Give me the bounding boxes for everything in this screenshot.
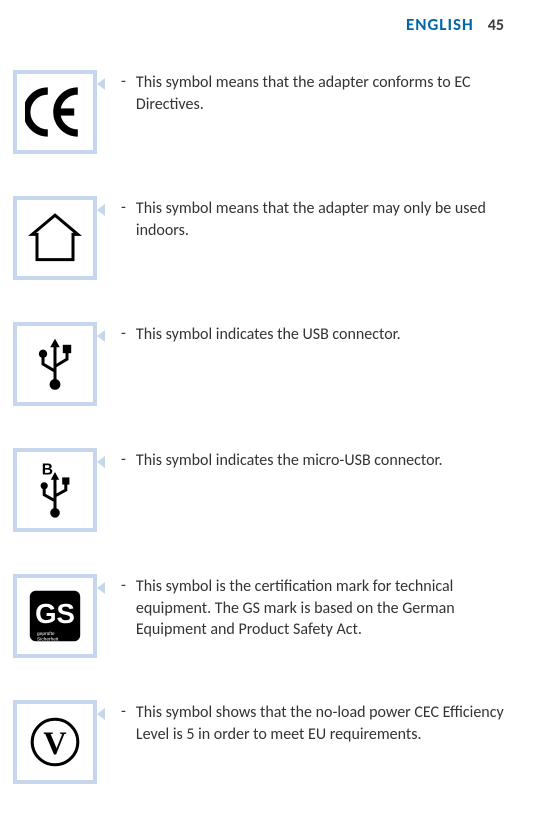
bullet-dash: - <box>121 324 126 343</box>
bullet-dash: - <box>121 450 126 469</box>
symbol-text: - This symbol means that the adapter may… <box>119 196 504 241</box>
svg-text:B: B <box>42 461 53 478</box>
symbol-description: This symbol means that the adapter confo… <box>136 72 504 115</box>
symbol-text: - This symbol means that the adapter con… <box>119 70 504 115</box>
pointer-arrow <box>97 204 105 216</box>
symbol-row: - This symbol means that the adapter may… <box>13 196 504 288</box>
svg-text:geprüfte: geprüfte <box>37 631 55 637</box>
symbol-row: B - This symbol indicates the micro-USB … <box>13 448 504 540</box>
symbol-text: - This symbol shows that the no-load pow… <box>119 700 504 745</box>
bullet-dash: - <box>121 702 126 721</box>
pointer-arrow <box>97 78 105 90</box>
cec-v-icon: V <box>13 700 97 784</box>
svg-text:V: V <box>43 726 67 762</box>
symbol-text: - This symbol indicates the USB connecto… <box>119 322 504 346</box>
symbol-description: This symbol indicates the USB connector. <box>136 324 401 346</box>
svg-text:GS: GS <box>35 598 75 629</box>
language-label: ENGLISH <box>406 14 474 35</box>
page-header: ENGLISH 45 <box>406 14 504 35</box>
symbol-description: This symbol indicates the micro-USB conn… <box>136 450 443 472</box>
micro-usb-icon: B <box>13 448 97 532</box>
symbol-row: GS geprüfte Sicherheit - This symbol is … <box>13 574 504 666</box>
bullet-dash: - <box>121 198 126 217</box>
symbol-row: - This symbol indicates the USB connecto… <box>13 322 504 414</box>
symbol-text: - This symbol indicates the micro-USB co… <box>119 448 504 472</box>
symbol-row: V - This symbol shows that the no-load p… <box>13 700 504 792</box>
symbol-description: This symbol shows that the no-load power… <box>136 702 504 745</box>
gs-mark-icon: GS geprüfte Sicherheit <box>13 574 97 658</box>
bullet-dash: - <box>121 576 126 595</box>
symbol-rows: - This symbol means that the adapter con… <box>13 70 504 826</box>
symbol-row: - This symbol means that the adapter con… <box>13 70 504 162</box>
usb-icon <box>13 322 97 406</box>
pointer-arrow <box>97 708 105 720</box>
house-icon <box>13 196 97 280</box>
symbol-text: - This symbol is the certification mark … <box>119 574 504 641</box>
symbol-description: This symbol is the certification mark fo… <box>136 576 504 641</box>
bullet-dash: - <box>121 72 126 91</box>
page-number: 45 <box>488 16 504 35</box>
ce-mark-icon <box>13 70 97 154</box>
pointer-arrow <box>97 456 105 468</box>
symbol-description: This symbol means that the adapter may o… <box>136 198 504 241</box>
pointer-arrow <box>97 330 105 342</box>
svg-text:Sicherheit: Sicherheit <box>37 637 59 643</box>
pointer-arrow <box>97 582 105 594</box>
